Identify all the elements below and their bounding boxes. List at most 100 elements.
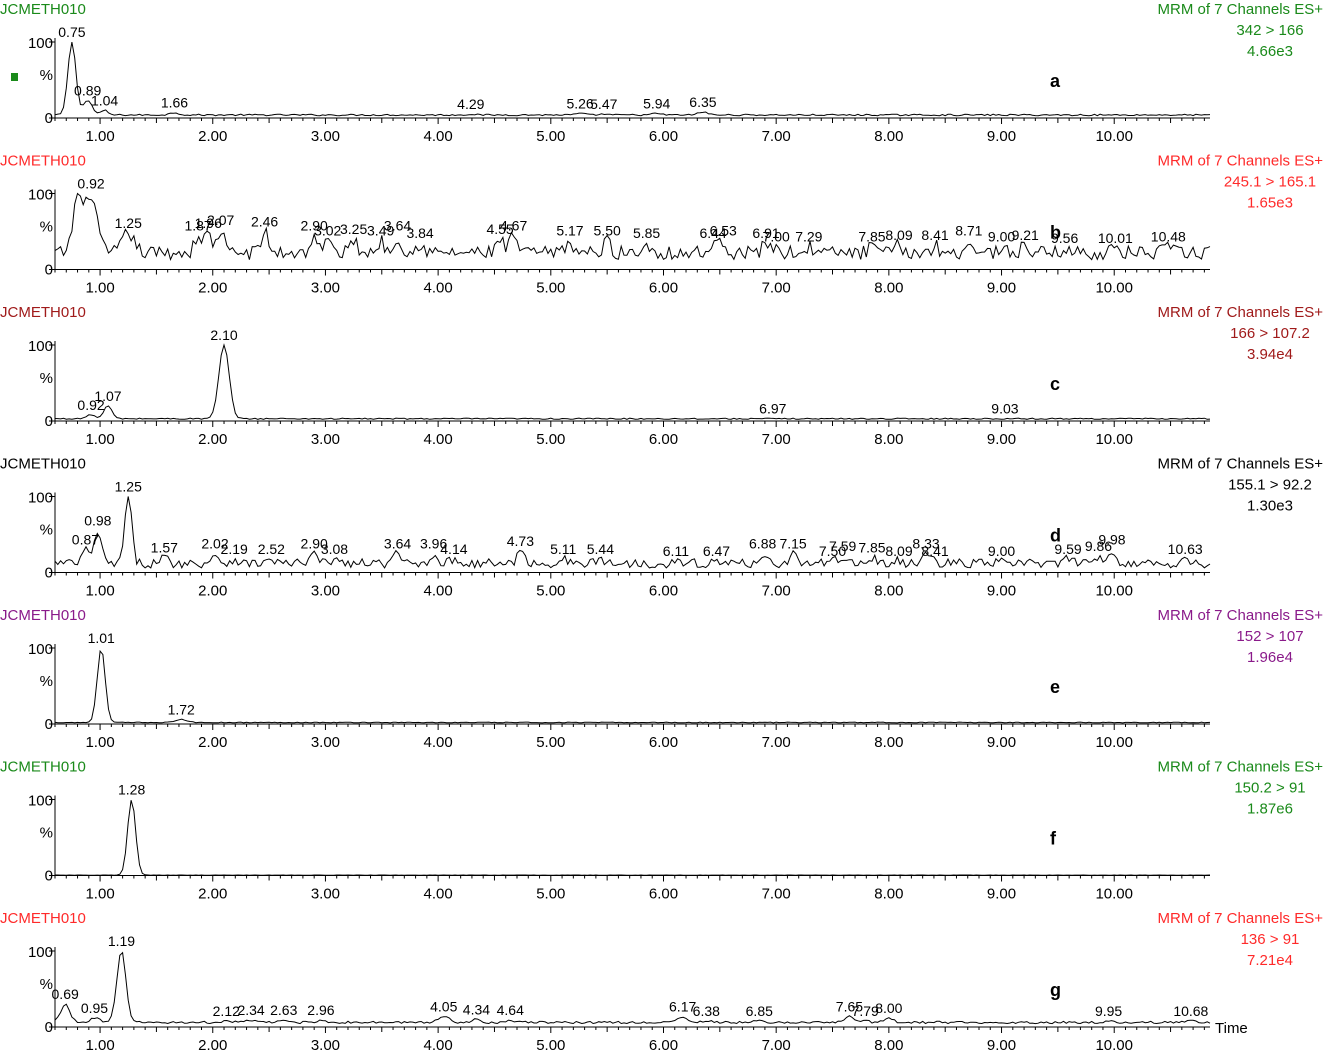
peak-label: 1.25 bbox=[115, 479, 142, 495]
peak-label: 9.59 bbox=[1054, 541, 1081, 557]
peak-label: 9.56 bbox=[1051, 230, 1078, 246]
peak-label: 0.69 bbox=[52, 986, 79, 1002]
peak-label: 7.15 bbox=[779, 536, 806, 552]
x-tick-label: 7.00 bbox=[762, 431, 791, 448]
chromatogram-panel-e: JCMETH010 MRM of 7 Channels ES+ 152 > 107 1… bbox=[0, 607, 1323, 751]
mrm-transition: 245.1 > 165.1 bbox=[1224, 174, 1316, 191]
channel-header: MRM of 7 Channels ES+ bbox=[1158, 1, 1324, 18]
x-tick-label: 4.00 bbox=[424, 128, 453, 145]
chromatogram-panel-d: JCMETH010 MRM of 7 Channels ES+ 155.1 > 92… bbox=[0, 456, 1323, 600]
x-tick-label: 3.00 bbox=[311, 1037, 340, 1054]
peak-label: 3.84 bbox=[406, 225, 433, 241]
peak-label: 6.85 bbox=[746, 1003, 773, 1019]
peak-label: 6.53 bbox=[710, 223, 737, 239]
sample-name: JCMETH010 bbox=[0, 304, 86, 321]
peak-label: 9.00 bbox=[988, 543, 1015, 559]
peak-intensity: 1.87e6 bbox=[1247, 801, 1293, 818]
peak-label: 3.25 bbox=[340, 221, 367, 237]
trace-line bbox=[54, 192, 1211, 261]
mrm-transition: 152 > 107 bbox=[1236, 628, 1303, 645]
chromatogram-panel-b: JCMETH010 MRM of 7 Channels ES+ 245.1 > 16… bbox=[0, 153, 1323, 297]
trace-line bbox=[54, 649, 1211, 724]
peak-label: 8.41 bbox=[921, 543, 948, 559]
x-tick-label: 10.00 bbox=[1095, 280, 1133, 297]
peak-label: 1.01 bbox=[88, 630, 115, 646]
panel-label: f bbox=[1050, 829, 1057, 849]
x-tick-label: 1.00 bbox=[85, 583, 114, 600]
x-tick-label: 3.00 bbox=[311, 734, 340, 751]
sample-name: JCMETH010 bbox=[0, 910, 86, 927]
peak-label: 2.12 bbox=[213, 1003, 240, 1019]
peak-label: 2.02 bbox=[201, 536, 228, 552]
x-tick-label: 4.00 bbox=[424, 734, 453, 751]
peak-label: 7.00 bbox=[763, 229, 790, 245]
x-tick-label: 1.00 bbox=[85, 431, 114, 448]
x-tick-label: 5.00 bbox=[536, 734, 565, 751]
peak-label: 2.52 bbox=[258, 541, 285, 557]
x-tick-label: 4.00 bbox=[424, 886, 453, 903]
peak-label: 1.72 bbox=[168, 701, 195, 717]
x-tick-label: 8.00 bbox=[874, 1037, 903, 1054]
x-tick-label: 7.00 bbox=[762, 886, 791, 903]
peak-label: 5.94 bbox=[643, 95, 670, 111]
sample-name: JCMETH010 bbox=[0, 1, 86, 18]
x-tick-label: 5.00 bbox=[536, 583, 565, 600]
x-tick-label: 3.00 bbox=[311, 280, 340, 297]
x-tick-label: 6.00 bbox=[649, 1037, 678, 1054]
x-axis-label: Time bbox=[1215, 1020, 1248, 1037]
y-tick-label-100: 100 bbox=[28, 187, 53, 204]
peak-label: 10.63 bbox=[1168, 541, 1203, 557]
peak-label: 1.25 bbox=[115, 215, 142, 231]
x-tick-label: 6.00 bbox=[649, 734, 678, 751]
x-tick-label: 2.00 bbox=[198, 1037, 227, 1054]
x-tick-label: 7.00 bbox=[762, 1037, 791, 1054]
peak-label: 0.75 bbox=[58, 24, 85, 40]
peak-label: 6.91 bbox=[752, 225, 779, 241]
x-tick-label: 8.00 bbox=[874, 583, 903, 600]
sample-name: JCMETH010 bbox=[0, 153, 86, 170]
peak-label: 7.59 bbox=[829, 538, 856, 554]
peak-label: 5.85 bbox=[633, 225, 660, 241]
x-tick-label: 3.00 bbox=[311, 431, 340, 448]
x-tick-label: 8.00 bbox=[874, 886, 903, 903]
y-axis-label: % bbox=[40, 976, 53, 993]
x-tick-label: 9.00 bbox=[987, 886, 1016, 903]
y-axis-label: % bbox=[40, 67, 53, 84]
peak-label: 0.92 bbox=[77, 397, 104, 413]
peak-label: 10.01 bbox=[1098, 230, 1133, 246]
sample-name: JCMETH010 bbox=[0, 759, 86, 776]
peak-label: 4.14 bbox=[440, 541, 467, 557]
peak-label: 2.10 bbox=[210, 327, 237, 343]
peak-label: 9.21 bbox=[1012, 227, 1039, 243]
peak-label: 3.64 bbox=[384, 217, 411, 233]
x-tick-label: 2.00 bbox=[198, 431, 227, 448]
peak-label: 4.05 bbox=[430, 998, 457, 1014]
peak-label: 5.50 bbox=[594, 223, 621, 239]
peak-label: 4.29 bbox=[457, 96, 484, 112]
peak-label: 3.96 bbox=[420, 536, 447, 552]
x-tick-label: 9.00 bbox=[987, 280, 1016, 297]
peak-label: 8.71 bbox=[955, 223, 982, 239]
x-tick-label: 5.00 bbox=[536, 128, 565, 145]
chromatogram-panel-g: JCMETH010 MRM of 7 Channels ES+ 136 > 91 7.… bbox=[0, 910, 1323, 1054]
trace-line bbox=[55, 800, 1211, 876]
channel-header: MRM of 7 Channels ES+ bbox=[1158, 910, 1324, 927]
x-tick-label: 2.00 bbox=[198, 886, 227, 903]
y-tick-label-0: 0 bbox=[45, 565, 53, 582]
x-tick-label: 2.00 bbox=[198, 734, 227, 751]
peak-label: 1.07 bbox=[94, 388, 121, 404]
y-tick-label-100: 100 bbox=[28, 641, 53, 658]
peak-label: 9.00 bbox=[988, 229, 1015, 245]
x-tick-label: 7.00 bbox=[762, 583, 791, 600]
panel-label: g bbox=[1050, 980, 1061, 1000]
x-tick-label: 10.00 bbox=[1095, 1037, 1133, 1054]
x-tick-label: 10.00 bbox=[1095, 886, 1133, 903]
peak-label: 3.64 bbox=[384, 536, 411, 552]
mrm-transition: 136 > 91 bbox=[1241, 931, 1300, 948]
peak-label: 2.96 bbox=[307, 1002, 334, 1018]
peak-label: 6.17 bbox=[669, 998, 696, 1014]
peak-label: 4.34 bbox=[463, 1001, 490, 1017]
y-axis-label: % bbox=[40, 825, 53, 842]
x-tick-label: 3.00 bbox=[311, 886, 340, 903]
